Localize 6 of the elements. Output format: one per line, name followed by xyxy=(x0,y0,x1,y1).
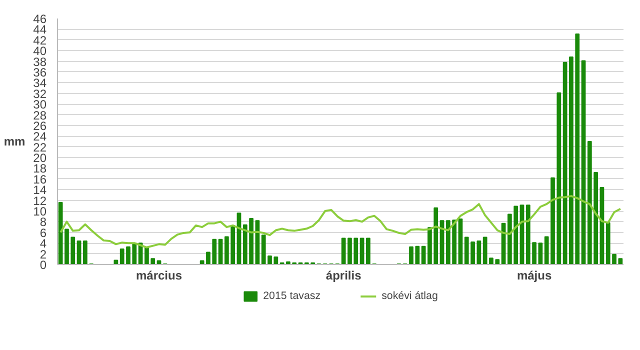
y-axis-title: mm xyxy=(4,134,26,148)
legend-label: sokévi átlag xyxy=(382,290,438,302)
x-tick-label: április xyxy=(326,268,362,282)
x-tick-label: május xyxy=(516,268,552,282)
x-tick-label: március xyxy=(136,268,182,282)
legend-label: 2015 tavasz xyxy=(263,290,321,302)
